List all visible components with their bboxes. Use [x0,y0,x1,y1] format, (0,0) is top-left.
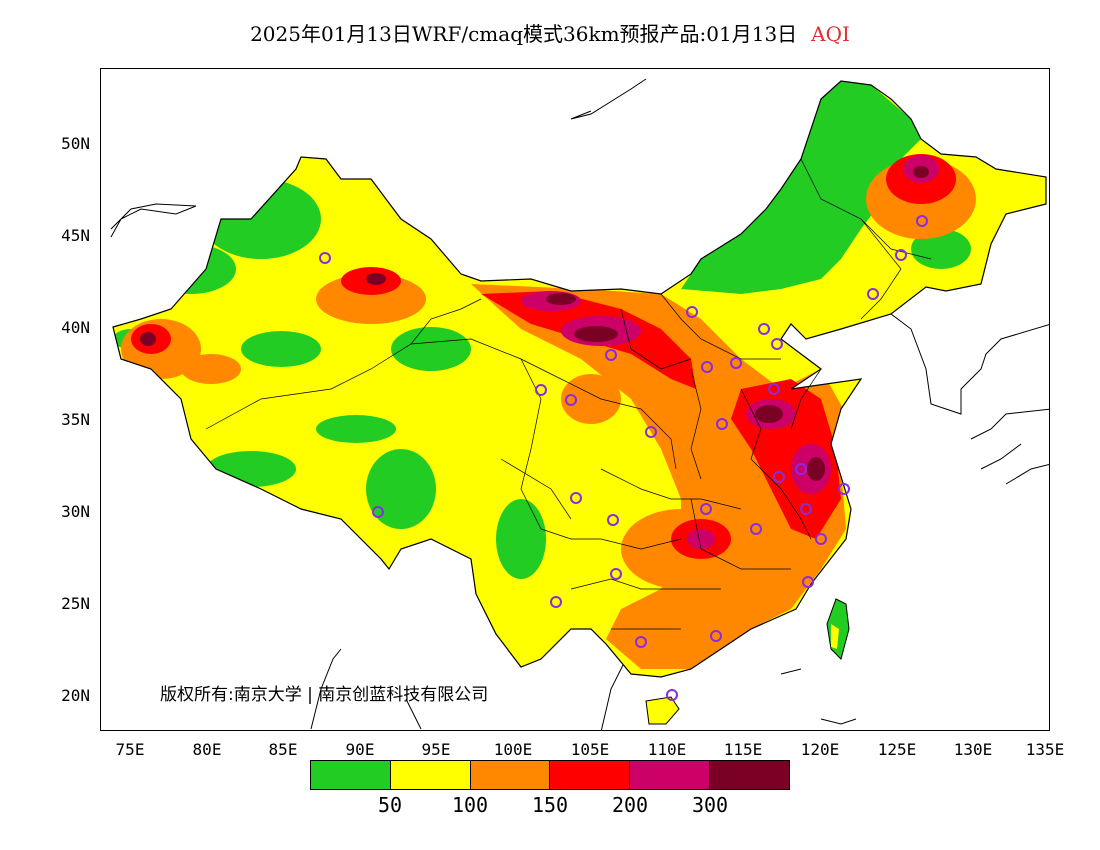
lon-label-125e: 125E [877,740,917,759]
map-frame [100,68,1050,731]
station-marker [570,492,582,504]
coastline-sakhalin [570,78,647,120]
lon-label-95e: 95E [421,740,451,759]
station-marker [607,514,619,526]
coastlines [110,78,1049,730]
lon-label-75e: 75E [115,740,145,759]
lat-label-40n: 40N [61,318,90,337]
station-marker [795,463,807,475]
legend-label-150: 150 [531,793,569,817]
lon-label-120e: 120E [800,740,840,759]
station-marker [800,503,812,515]
station-marker [730,357,742,369]
aqi-legend [310,760,790,790]
station-marker [815,533,827,545]
station-markers [319,215,928,701]
title-main: 2025年01月13日WRF/cmaq模式36km预报产品:01月13日 [250,22,798,46]
coastline-korea-japan [890,313,1049,415]
station-marker [750,523,762,535]
coastline-taiwan-sea [780,668,857,725]
station-marker [372,506,384,518]
station-marker [550,596,562,608]
hainan-island [645,696,680,725]
station-marker [916,215,928,227]
legend-label-50: 50 [377,793,403,817]
station-marker [710,630,722,642]
legend-label-200: 200 [611,793,649,817]
china-border [112,80,1047,678]
title-variable: AQI [811,22,850,46]
lat-label-50n: 50N [61,134,90,153]
station-marker [773,471,785,483]
station-marker [802,576,814,588]
aqi-map [110,78,1049,730]
legend-swatch-unhealthy [549,761,630,789]
lon-label-100e: 100E [493,740,533,759]
legend-swatch-hazardous [709,761,789,789]
lon-label-115e: 115E [723,740,763,759]
lon-label-85e: 85E [268,740,298,759]
station-marker [635,636,647,648]
station-marker [666,689,678,701]
legend-swatch-good [311,761,390,789]
aqi-hazardous-regions [140,166,929,481]
coastline-southeast-asia [310,648,627,730]
station-marker [535,384,547,396]
station-marker [838,483,850,495]
station-marker [610,568,622,580]
legend-swatch-moderate [389,761,470,789]
station-marker [716,418,728,430]
station-marker [768,383,780,395]
province-borders [205,158,932,630]
lon-label-135e: 135E [1025,740,1065,759]
legend-swatch-usg [469,761,550,789]
taiwan-west-band [831,624,839,649]
lat-label-25n: 25N [61,594,90,613]
coastline-japan-kyushu [970,408,1049,485]
lat-label-30n: 30N [61,502,90,521]
legend-swatch-very-unhealthy [629,761,710,789]
lat-label-35n: 35N [61,410,90,429]
legend-label-100: 100 [451,793,489,817]
station-marker [895,249,907,261]
station-marker [686,306,698,318]
lon-label-80e: 80E [192,740,222,759]
legend-label-300: 300 [691,793,729,817]
station-marker [771,338,783,350]
lon-label-110e: 110E [647,740,687,759]
station-marker [645,426,657,438]
station-marker [701,361,713,373]
station-marker [605,349,617,361]
map-title: 2025年01月13日WRF/cmaq模式36km预报产品:01月13日 AQI [0,18,1100,47]
coastline-kazakh [110,203,197,238]
lon-label-105e: 105E [570,740,610,759]
station-marker [319,252,331,264]
lon-label-130e: 130E [953,740,993,759]
lat-label-20n: 20N [61,686,90,705]
station-marker [758,323,770,335]
copyright-text: 版权所有:南京大学 | 南京创蓝科技有限公司 [160,685,489,705]
station-marker [867,288,879,300]
station-marker [565,394,577,406]
lat-label-45n: 45N [61,226,90,245]
station-marker [700,503,712,515]
lon-label-90e: 90E [345,740,375,759]
